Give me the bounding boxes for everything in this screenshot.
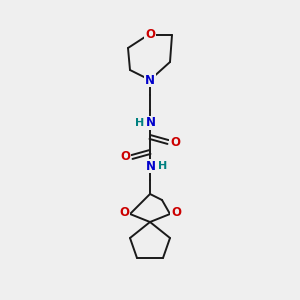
- Text: N: N: [146, 116, 156, 130]
- Text: N: N: [146, 160, 156, 172]
- Text: O: O: [170, 136, 180, 148]
- Text: H: H: [158, 161, 168, 171]
- Text: N: N: [145, 74, 155, 86]
- Text: O: O: [145, 28, 155, 41]
- Text: O: O: [171, 206, 181, 220]
- Text: O: O: [120, 151, 130, 164]
- Text: O: O: [119, 206, 129, 220]
- Text: H: H: [135, 118, 145, 128]
